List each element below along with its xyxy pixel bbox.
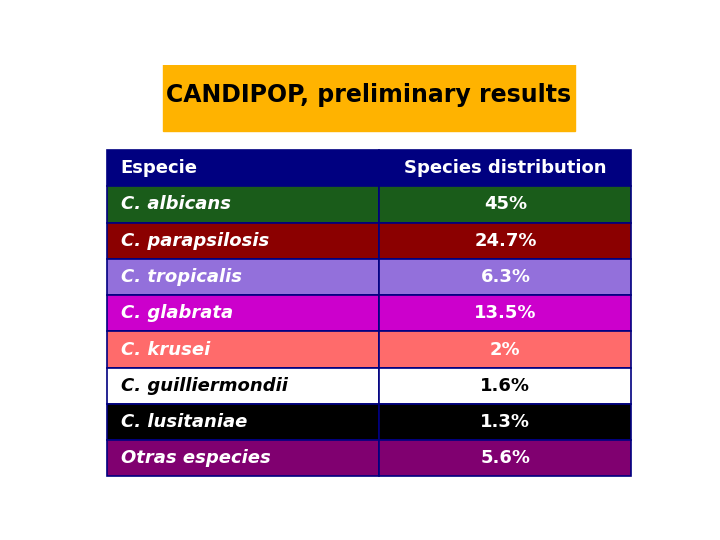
Text: 2%: 2% bbox=[490, 341, 521, 359]
Bar bbox=[107, 259, 379, 295]
Bar bbox=[107, 440, 379, 476]
Bar bbox=[379, 186, 631, 222]
Bar bbox=[379, 259, 631, 295]
Text: 6.3%: 6.3% bbox=[480, 268, 531, 286]
Text: C. tropicalis: C. tropicalis bbox=[121, 268, 242, 286]
Bar bbox=[379, 295, 631, 332]
Text: C. lusitaniae: C. lusitaniae bbox=[121, 413, 247, 431]
Bar bbox=[107, 222, 379, 259]
Text: 13.5%: 13.5% bbox=[474, 304, 536, 322]
Bar bbox=[107, 368, 379, 404]
Bar bbox=[379, 150, 631, 186]
Text: 5.6%: 5.6% bbox=[480, 449, 531, 467]
Text: C. glabrata: C. glabrata bbox=[121, 304, 233, 322]
Text: Species distribution: Species distribution bbox=[404, 159, 607, 177]
Bar bbox=[107, 186, 379, 222]
Text: 1.6%: 1.6% bbox=[480, 377, 531, 395]
Bar bbox=[107, 404, 379, 440]
Text: 24.7%: 24.7% bbox=[474, 232, 536, 249]
Bar bbox=[379, 404, 631, 440]
Bar bbox=[107, 150, 379, 186]
Bar bbox=[107, 332, 379, 368]
Text: 45%: 45% bbox=[484, 195, 527, 213]
Bar bbox=[379, 222, 631, 259]
Text: Especie: Especie bbox=[121, 159, 198, 177]
Bar bbox=[379, 368, 631, 404]
Text: C. krusei: C. krusei bbox=[121, 341, 210, 359]
Text: CANDIPOP, preliminary results: CANDIPOP, preliminary results bbox=[166, 83, 572, 107]
Text: C. parapsilosis: C. parapsilosis bbox=[121, 232, 269, 249]
Bar bbox=[379, 440, 631, 476]
Text: C. albicans: C. albicans bbox=[121, 195, 230, 213]
Text: C. guilliermondii: C. guilliermondii bbox=[121, 377, 287, 395]
Bar bbox=[379, 332, 631, 368]
Bar bbox=[107, 295, 379, 332]
Bar bbox=[163, 58, 575, 131]
Text: 1.3%: 1.3% bbox=[480, 413, 531, 431]
Text: Otras especies: Otras especies bbox=[121, 449, 271, 467]
